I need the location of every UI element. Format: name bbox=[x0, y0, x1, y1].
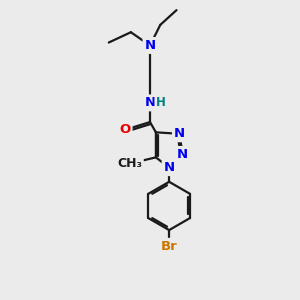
Text: N: N bbox=[177, 148, 188, 161]
Text: O: O bbox=[119, 123, 130, 136]
Text: N: N bbox=[174, 127, 185, 140]
Text: N: N bbox=[144, 39, 156, 52]
Text: H: H bbox=[156, 96, 166, 110]
Text: N: N bbox=[144, 96, 156, 110]
Text: Br: Br bbox=[161, 240, 178, 253]
Text: N: N bbox=[164, 161, 175, 174]
Text: CH₃: CH₃ bbox=[117, 157, 142, 170]
